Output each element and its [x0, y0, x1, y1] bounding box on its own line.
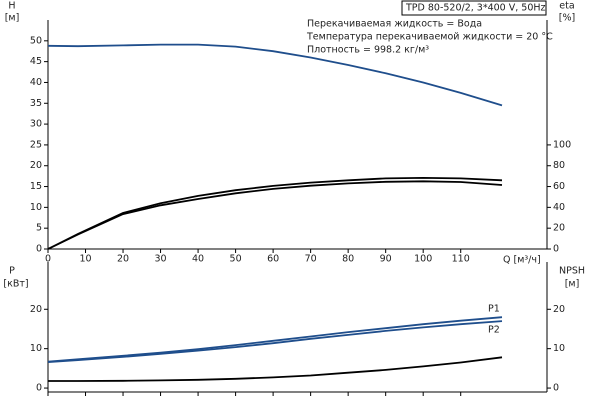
- y-tick-label: 45: [30, 56, 42, 67]
- series-line: [47, 316, 503, 363]
- x-tick-label: 60: [267, 254, 279, 265]
- y2-tick-label: 40: [553, 202, 565, 213]
- y-tick-label: 0: [36, 244, 42, 255]
- y-tick-label: 40: [30, 77, 42, 88]
- y-tick-label: 10: [30, 202, 42, 213]
- y-tick-label: 15: [30, 181, 42, 192]
- annotation: Температура перекачиваемой жидкости = 20…: [306, 32, 553, 43]
- x-tick-label: 30: [155, 254, 167, 265]
- y2-axis-unit: [%]: [559, 13, 575, 24]
- x-tick-label: 10: [79, 254, 91, 265]
- y2-tick-label: 20: [553, 223, 565, 234]
- x-tick-label: 110: [452, 254, 470, 265]
- y2-tick-label: 80: [553, 160, 565, 171]
- y-tick-label: 35: [30, 98, 42, 109]
- y-tick-label: 25: [30, 139, 42, 150]
- x-axis-label: Q [м³/ч]: [503, 255, 541, 266]
- title-box: [401, 0, 547, 16]
- y2-tick-label: 10: [553, 343, 565, 354]
- x-tick-label: 70: [305, 254, 317, 265]
- x-tick-label: 80: [342, 254, 354, 265]
- y-tick-label: 50: [30, 35, 42, 46]
- x-tick-label: 90: [380, 254, 392, 265]
- series-line: [48, 356, 503, 382]
- y2-axis-unit: [м]: [565, 279, 580, 290]
- annotation: Перекачиваемая жидкость = Вода: [307, 19, 482, 30]
- y2-axis-label: NPSH: [559, 266, 585, 277]
- x-tick-label: 50: [230, 254, 242, 265]
- x-tick-label: 100: [414, 254, 432, 265]
- series-line: [47, 43, 503, 107]
- x-tick-label: 40: [192, 254, 204, 265]
- y-tick-label: 20: [30, 304, 42, 315]
- y2-tick-label: 60: [553, 181, 565, 192]
- series-line: [47, 320, 503, 363]
- y-tick-label: 0: [36, 383, 42, 394]
- series-line: [47, 176, 503, 250]
- series-label: P2: [488, 325, 500, 336]
- y2-axis-label: eta: [559, 1, 574, 12]
- y-tick-label: 30: [30, 119, 42, 130]
- x-tick-label: 0: [45, 254, 51, 265]
- chart-title: TPD 80-520/2, 3*400 V, 50Hz: [405, 3, 546, 14]
- y-tick-label: 10: [30, 343, 42, 354]
- y-axis-label: P: [9, 266, 15, 277]
- series-line: [47, 180, 503, 250]
- x-tick-label: 20: [117, 254, 129, 265]
- y2-tick-label: 20: [553, 304, 565, 315]
- annotation: Плотность = 998.2 кг/м³: [307, 45, 429, 56]
- y2-tick-label: 100: [553, 139, 571, 150]
- y-tick-label: 5: [36, 223, 42, 234]
- y-tick-label: 20: [30, 160, 42, 171]
- y2-tick-label: 0: [553, 244, 559, 255]
- series-label: P1: [488, 304, 500, 315]
- y2-tick-label: 0: [553, 383, 559, 394]
- y-axis-unit: [м]: [5, 13, 20, 24]
- y-axis-label: H: [8, 1, 15, 12]
- y-axis-unit: [кВт]: [3, 279, 28, 290]
